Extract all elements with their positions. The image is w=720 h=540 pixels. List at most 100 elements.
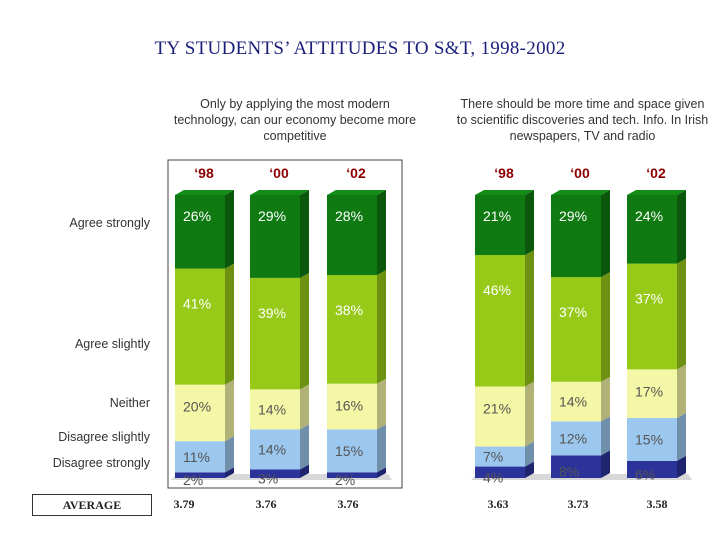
bar-p1-c1-disagree-slightly-side <box>225 436 234 473</box>
bar-p2-c2-disagree-slightly <box>551 421 601 456</box>
bar-p1-c1-agree-slightly-side <box>225 263 234 385</box>
bar-p1-c2-agree-strongly-side <box>300 190 309 278</box>
value-label-p1-c1-agree-slightly: 41% <box>183 296 211 312</box>
bar-p2-c1-disagree-strongly <box>475 466 525 478</box>
bar-p1-c1-agree-slightly <box>175 268 225 385</box>
bar-p1-c3-disagree-strongly <box>327 472 377 478</box>
bar-p1-c1-disagree-slightly <box>175 441 225 473</box>
row-label-agree-strongly: Agree strongly <box>69 216 150 230</box>
bar-p1-c2-disagree-strongly <box>250 469 300 478</box>
year-label-p2-c2: ‘00 <box>570 165 590 181</box>
bar-p2-c1-disagree-strongly-side <box>525 461 534 478</box>
panel-1-heading: Only by applying the most modern technol… <box>173 97 417 143</box>
value-label-p2-c3-disagree-strongly: 6% <box>635 466 655 482</box>
value-label-p2-c2-disagree-strongly: 8% <box>559 464 579 480</box>
bar-p2-c3-disagree-strongly <box>627 460 677 478</box>
bar-p2-c3-agree-strongly-side <box>677 190 686 264</box>
average-row-label: AVERAGE <box>32 494 152 516</box>
value-label-p1-c1-neither: 20% <box>183 399 211 415</box>
bar-p1-c3-neither-side <box>377 378 386 430</box>
value-label-p1-c2-disagree-slightly: 14% <box>258 441 286 457</box>
value-label-p2-c2-disagree-slightly: 12% <box>559 430 587 446</box>
bar-p2-c3-agree-strongly <box>627 195 677 264</box>
bar-p1-c1-neither-side <box>225 379 234 442</box>
panel-1-average-00: 3.76 <box>255 497 277 511</box>
bar-p1-c3-disagree-slightly <box>327 429 377 473</box>
bar-p2-c3-disagree-slightly <box>627 417 677 461</box>
bar-p1-c2-top <box>250 190 309 195</box>
bar-p1-c2-disagree-slightly <box>250 429 300 470</box>
value-label-p1-c3-disagree-strongly: 2% <box>335 472 355 488</box>
bar-p1-c3-disagree-strongly-side <box>377 467 386 478</box>
bar-p2-c3-disagree-slightly-side <box>677 413 686 461</box>
bar-p1-c2-disagree-strongly-side <box>300 464 309 478</box>
year-label-p2-c1: ‘98 <box>494 165 514 181</box>
panel-2-average-98: 3.63 <box>487 497 509 511</box>
bar-p2-c2-agree-strongly <box>551 195 601 278</box>
panel-1-frame <box>167 159 403 489</box>
bar-p2-c3-disagree-strongly-side <box>677 455 686 478</box>
bar-p1-c3-agree-slightly <box>327 275 377 384</box>
bar-p2-c1-top <box>475 190 534 195</box>
bar-p2-c1-agree-strongly-side <box>525 190 534 256</box>
row-label-neither: Neither <box>109 396 150 410</box>
value-label-p2-c2-agree-slightly: 37% <box>559 304 587 320</box>
bar-p2-c2-disagree-strongly-side <box>601 450 610 478</box>
year-label-p1-c2: ‘00 <box>269 165 289 181</box>
bar-p2-c3-agree-slightly-side <box>677 258 686 370</box>
bar-p1-c2-neither <box>250 389 300 430</box>
value-label-p2-c1-neither: 21% <box>483 401 511 417</box>
value-label-p2-c2-agree-strongly: 29% <box>559 208 587 224</box>
bar-p2-c3-agree-slightly <box>627 263 677 370</box>
bar-p2-c1-neither <box>475 386 525 447</box>
bar-p2-c1-disagree-slightly-side <box>525 441 534 467</box>
value-label-p1-c2-disagree-strongly: 3% <box>258 471 278 487</box>
panel-2-average-00: 3.73 <box>567 497 589 511</box>
value-label-p2-c1-disagree-slightly: 7% <box>483 449 503 465</box>
bar-p1-c2-agree-slightly <box>250 277 300 390</box>
value-label-p2-c3-disagree-slightly: 15% <box>635 431 663 447</box>
bar-p2-c3-top <box>627 190 686 195</box>
bar-p2-c1-agree-slightly <box>475 255 525 387</box>
bar-p2-c2-disagree-slightly-side <box>601 416 610 456</box>
row-label-agree-slightly: Agree slightly <box>74 337 150 351</box>
bar-p1-c1-neither <box>175 384 225 442</box>
bar-p2-c2-agree-strongly-side <box>601 190 610 278</box>
bar-p1-c1-top <box>175 190 234 195</box>
panel-1-average-02: 3.76 <box>337 497 359 511</box>
row-label-disagree-slightly: Disagree slightly <box>58 430 150 444</box>
bar-p2-c1-disagree-slightly <box>475 446 525 467</box>
year-label-p1-c3: ‘02 <box>346 165 366 181</box>
value-label-p1-c2-neither: 14% <box>258 401 286 417</box>
bar-p1-c2-agree-slightly-side <box>300 272 309 390</box>
bar-p1-c1-disagree-strongly-side <box>225 467 234 478</box>
value-label-p2-c3-neither: 17% <box>635 383 663 399</box>
bar-p2-c2-agree-slightly-side <box>601 272 610 382</box>
value-label-p1-c2-agree-strongly: 29% <box>258 208 286 224</box>
bar-p1-c3-agree-slightly-side <box>377 270 386 384</box>
bar-p1-c3-agree-strongly-side <box>377 190 386 276</box>
bar-p2-c2-agree-slightly <box>551 277 601 382</box>
value-label-p2-c1-disagree-strongly: 4% <box>483 469 503 485</box>
chart-title: TY STUDENTS’ ATTITUDES TO S&T, 1998-2002 <box>154 38 566 59</box>
bar-p2-c3-neither-side <box>677 364 686 418</box>
value-label-p1-c3-agree-strongly: 28% <box>335 208 363 224</box>
value-label-p1-c3-neither: 16% <box>335 398 363 414</box>
panel-2-average-02: 3.58 <box>646 497 668 511</box>
value-label-p1-c3-disagree-slightly: 15% <box>335 443 363 459</box>
value-label-p2-c1-agree-strongly: 21% <box>483 208 511 224</box>
bar-p1-c2-neither-side <box>300 384 309 430</box>
year-label-p1-c1: ‘98 <box>194 165 214 181</box>
bar-p1-c3-top <box>327 190 386 195</box>
value-label-p1-c1-agree-strongly: 26% <box>183 208 211 224</box>
bar-p1-c3-neither <box>327 383 377 430</box>
bar-p1-c3-disagree-slightly-side <box>377 424 386 473</box>
value-label-p2-c2-neither: 14% <box>559 394 587 410</box>
bar-p2-c2-disagree-strongly <box>551 455 601 478</box>
bar-p1-c2-disagree-slightly-side <box>300 424 309 470</box>
bar-p2-c1-neither-side <box>525 381 534 447</box>
value-label-p2-c3-agree-slightly: 37% <box>635 291 663 307</box>
bar-p2-c1-agree-slightly-side <box>525 250 534 387</box>
panel-1-average-98: 3.79 <box>173 497 195 511</box>
